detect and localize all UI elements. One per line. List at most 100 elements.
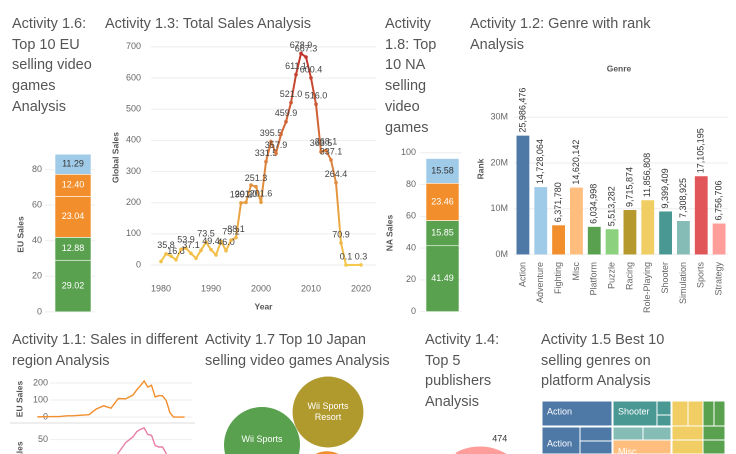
bubble: [224, 407, 300, 454]
point: [219, 239, 223, 244]
value-label: 6,756,706: [713, 180, 723, 220]
bubble: [292, 376, 364, 448]
value-label: 23.04: [62, 211, 85, 221]
bar-segment: [425, 245, 460, 312]
value-label: 521.0: [280, 89, 303, 99]
y-tick-label: 30M: [490, 112, 508, 122]
treemap-cell: [656, 400, 672, 416]
value-label: 678.9: [290, 40, 313, 50]
point: [314, 102, 318, 107]
value-label: 25,986,476: [517, 88, 527, 133]
point: [339, 241, 343, 245]
value-label: 357.9: [265, 140, 288, 150]
treemap-cell: [642, 426, 672, 441]
bar: [659, 211, 673, 255]
value-label: 251.3: [245, 173, 268, 183]
point: [359, 263, 363, 267]
point: [189, 251, 193, 256]
pie-slice: [454, 445, 509, 454]
treemap-cell: [671, 425, 704, 441]
y-axis-label: Sales: [14, 441, 24, 454]
value-label: 395.5: [260, 128, 283, 138]
point: [289, 100, 293, 105]
value-label: 363.5: [310, 138, 333, 148]
bar: [694, 176, 708, 255]
value-label: 53.9: [177, 235, 195, 245]
y-tick-label: 600: [126, 72, 141, 82]
y-axis-label: NA Sales: [384, 214, 394, 251]
bar: [712, 223, 726, 255]
x-tick-label: 2020: [351, 283, 371, 293]
value-label: 199.2: [230, 189, 253, 199]
value-label: 12.40: [62, 180, 85, 190]
point: [184, 246, 188, 251]
line: [117, 427, 168, 454]
y-tick-label: 0: [136, 259, 141, 269]
point: [164, 252, 168, 256]
value-label: 79.2: [222, 227, 240, 237]
x-tick-label: Role-Playing: [642, 262, 652, 313]
point: [179, 247, 183, 252]
value-label: 14,620,142: [571, 140, 581, 185]
x-tick-label: Misc: [571, 262, 581, 281]
y-tick-label: 40: [406, 242, 416, 252]
y-axis-label: EU Sales: [15, 216, 25, 253]
point: [239, 201, 243, 205]
x-tick-label: Platform: [589, 262, 599, 296]
x-tick-label: Fighting: [553, 262, 563, 294]
chart-title: Activity 1.7 Top 10 Japan selling video …: [205, 332, 390, 369]
value-label: 11,856,808: [642, 153, 652, 197]
y-axis-label: EU Sales: [14, 381, 24, 418]
chart-title: Activity 1.4: Top 5 publishers Analysis: [425, 332, 500, 411]
y-tick-label: 100: [401, 147, 416, 157]
point: [214, 253, 218, 257]
value-label: 0.3: [355, 251, 368, 261]
treemap-cell: [687, 400, 704, 427]
treemap-label: Misc: [618, 446, 637, 454]
x-tick-label: 2010: [301, 283, 321, 293]
treemap-label: Action: [547, 406, 572, 416]
chart-title: Activity 1.2: Genre with rank Analysis: [470, 16, 651, 53]
value-label: 70.9: [332, 229, 350, 239]
y-tick-label: 300: [126, 166, 141, 176]
value-label: 474: [492, 434, 507, 444]
chart-title: Activity 1.3: Total Sales Analysis: [105, 16, 312, 32]
point: [259, 200, 263, 204]
value-label: 337.1: [320, 146, 343, 156]
value-label: 11.29: [62, 159, 84, 169]
value-label: 331.5: [255, 148, 278, 158]
point: [334, 180, 338, 185]
treemap-cell: [671, 400, 689, 427]
bar: [569, 187, 583, 255]
x-tick-label: Sports: [696, 262, 706, 289]
bar: [641, 200, 655, 255]
point: [279, 132, 283, 137]
point: [344, 263, 348, 267]
value-label: 15.85: [431, 228, 454, 238]
value-label: 459.9: [275, 108, 298, 118]
value-label: 6,371,780: [553, 182, 563, 222]
bar-segment: [54, 259, 92, 313]
point: [249, 183, 253, 187]
value-label: 6,034,998: [589, 184, 599, 224]
x-tick-label: Strategy: [713, 262, 723, 296]
x-tick-label: 1990: [201, 283, 221, 293]
point: [319, 149, 323, 154]
treemap-cell: [656, 414, 672, 427]
value-label: 17,105,195: [696, 128, 706, 173]
bar: [552, 225, 566, 255]
value-label: 264.4: [325, 169, 348, 179]
x-tick-label: Puzzle: [606, 262, 616, 289]
treemap-cell: [713, 400, 726, 427]
x-tick-label: Action: [517, 262, 527, 287]
value-label: 7,308,925: [678, 178, 688, 218]
point: [264, 159, 268, 164]
chart-title: Activity 1.8: Top 10 NA selling video ga…: [385, 16, 437, 136]
y-tick-label: 400: [126, 135, 141, 145]
value-label: 29.02: [62, 280, 85, 290]
bar: [623, 210, 637, 255]
y-tick-label: 80: [32, 164, 42, 174]
value-label: 201.6: [250, 189, 273, 199]
